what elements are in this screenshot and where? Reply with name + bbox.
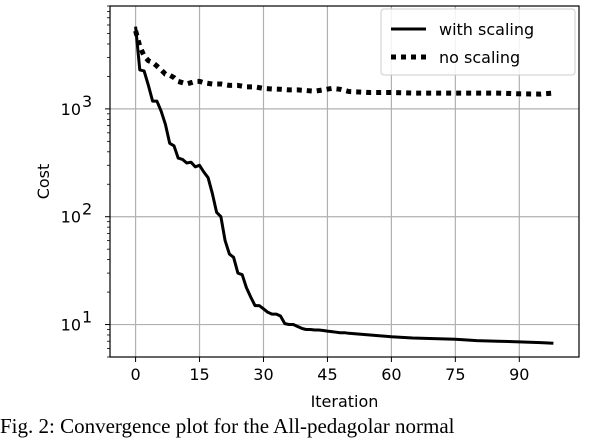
legend: with scaling no scaling	[380, 8, 576, 76]
x-tick-label: 15	[189, 365, 209, 384]
series-line-with-scaling	[134, 26, 554, 345]
x-axis-label: Iteration	[311, 392, 379, 411]
y-tick-label: 10	[61, 316, 81, 335]
axes-frame	[109, 5, 580, 358]
legend-label-no-scaling: no scaling	[439, 48, 520, 67]
y-tick-exponent: 2	[82, 200, 92, 219]
legend-box	[380, 8, 576, 76]
x-tick-label: 60	[381, 365, 401, 384]
y-axis-label: Cost	[34, 164, 53, 200]
x-tick-label: 75	[445, 365, 465, 384]
series-line-no-scaling	[133, 30, 554, 97]
y-tick-label: 10	[61, 100, 81, 119]
y-tick-label: 10	[61, 208, 81, 227]
y-tick-exponent: 3	[82, 92, 92, 111]
legend-label-with-scaling: with scaling	[439, 20, 534, 39]
x-tick-label: 30	[253, 365, 273, 384]
y-tick-exponent: 1	[82, 308, 92, 327]
x-tick-label: 45	[317, 365, 337, 384]
x-tick-label: 0	[130, 365, 140, 384]
figure-caption: Fig. 2: Convergence plot for the All-ped…	[0, 414, 455, 438]
series-layer	[133, 26, 554, 345]
x-tick-label: 90	[509, 365, 529, 384]
